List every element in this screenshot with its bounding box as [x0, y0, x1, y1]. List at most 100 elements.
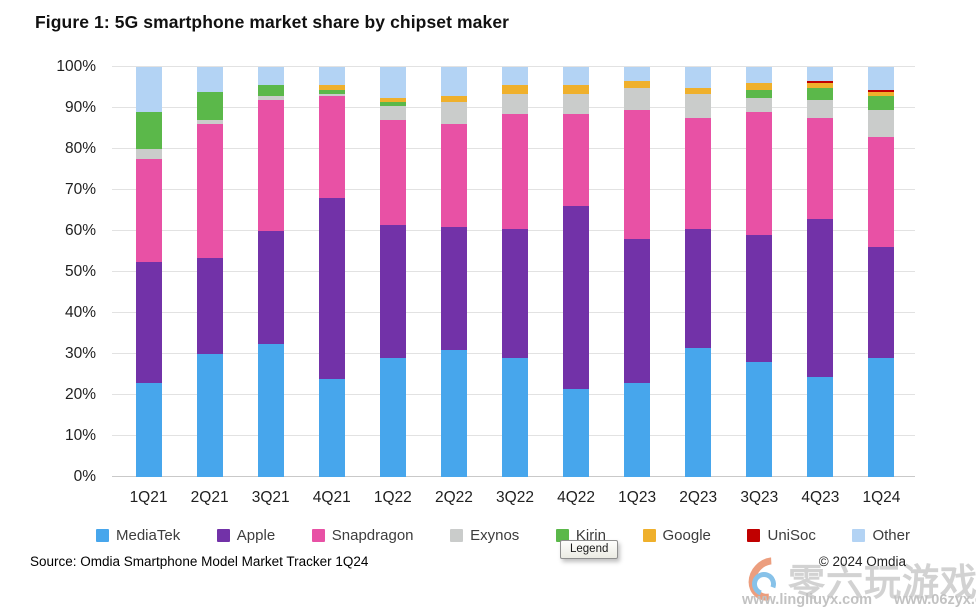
watermark-url-right: www.06zyx.com	[893, 592, 976, 608]
bar-segment-apple	[318, 198, 345, 379]
bar-segment-snapdragon	[563, 114, 590, 207]
bar-segment-google	[868, 91, 895, 96]
bar-segment-exynos	[135, 149, 162, 160]
bar-segment-exynos	[318, 93, 345, 96]
bar-segment-other	[624, 67, 651, 82]
bar-segment-other	[196, 67, 223, 92]
x-tick-label-3Q23: 3Q23	[740, 489, 779, 506]
legend-label: Exynos	[470, 526, 520, 544]
x-tick-label-3Q21: 3Q21	[251, 489, 290, 506]
y-tick-label: 20%	[64, 386, 96, 403]
bar-segment-unisoc	[807, 81, 834, 84]
bar-slot-3Q21	[240, 67, 301, 477]
bar-segment-apple	[440, 226, 467, 350]
legend-item-snapdragon[interactable]: Snapdragon	[311, 526, 414, 544]
x-tick-label-1Q22: 1Q22	[373, 489, 412, 506]
bar-segment-google	[501, 85, 528, 94]
bar-segment-apple	[563, 206, 590, 389]
watermark: 零六玩游戏 www.lingliuyx.com www.06zyx.com	[738, 548, 976, 613]
bar-segment-mediatek	[135, 382, 162, 477]
legend-label: UniSoc	[767, 526, 816, 544]
bar-segment-exynos	[685, 93, 712, 119]
stacked-bar-4Q21	[318, 67, 345, 477]
legend-item-google[interactable]: Google	[642, 527, 711, 544]
legend-swatch-icon	[216, 528, 230, 542]
bar-segment-exynos	[501, 93, 528, 115]
y-tick-label: 0%	[73, 468, 96, 485]
bar-segment-other	[257, 67, 284, 86]
y-tick-label: 100%	[56, 58, 96, 75]
bar-segment-exynos	[868, 110, 895, 137]
x-tick-label-2Q23: 2Q23	[679, 489, 718, 506]
stacked-bar-4Q22	[563, 67, 590, 477]
stacked-bar-1Q23	[624, 67, 651, 477]
x-tick-label-1Q24: 1Q24	[862, 489, 901, 506]
bar-slot-2Q23	[668, 67, 729, 477]
bar-segment-kirin	[746, 89, 773, 98]
bar-segment-exynos	[257, 95, 284, 100]
legend-swatch-icon	[555, 528, 569, 542]
stacked-bar-3Q21	[257, 67, 284, 477]
bar-segment-exynos	[379, 105, 406, 121]
stacked-bar-1Q24	[868, 67, 895, 477]
bar-segment-google	[746, 83, 773, 90]
bar-segment-other	[807, 67, 834, 82]
legend-item-unisoc[interactable]: UniSoc	[747, 526, 816, 544]
bar-segment-snapdragon	[257, 99, 284, 231]
bar-segment-mediatek	[379, 358, 406, 477]
bar-segment-google	[563, 85, 590, 94]
bar-segment-kirin	[257, 85, 284, 96]
bar-segment-apple	[379, 224, 406, 359]
y-tick-label: 90%	[64, 99, 96, 116]
bar-segment-other	[501, 67, 528, 86]
legend-item-mediatek[interactable]: MediaTek	[96, 527, 180, 544]
bar-segment-apple	[807, 218, 834, 377]
bar-segment-mediatek	[807, 376, 834, 477]
bar-segment-google	[624, 81, 651, 88]
bar-segment-other	[685, 67, 712, 88]
legend-item-apple[interactable]: Apple	[216, 526, 276, 544]
chart-legend[interactable]: MediaTek Apple Snapdragon Exynos Kirin Google…	[96, 524, 910, 546]
bar-slot-4Q23	[790, 67, 851, 477]
bar-segment-other	[563, 67, 590, 86]
legend-label: Kirin	[575, 526, 606, 544]
bar-segment-google	[807, 83, 834, 88]
bar-segment-apple	[746, 235, 773, 363]
chart-plot-area	[112, 66, 915, 477]
y-tick-label: 30%	[64, 345, 96, 362]
x-tick-label-3Q22: 3Q22	[496, 489, 534, 506]
stacked-bar-3Q23	[746, 67, 773, 477]
bar-segment-apple	[196, 257, 223, 354]
bar-segment-other	[868, 67, 895, 90]
legend-item-other[interactable]: Other	[852, 527, 910, 544]
y-tick-label: 60%	[64, 222, 96, 239]
bar-segment-snapdragon	[440, 124, 467, 227]
bar-segment-apple	[501, 228, 528, 359]
bar-segment-other	[379, 67, 406, 98]
bar-segment-snapdragon	[685, 118, 712, 229]
bar-segment-exynos	[746, 97, 773, 113]
bar-slot-2Q22	[423, 67, 484, 477]
bar-segment-exynos	[624, 87, 651, 111]
x-tick-label-2Q21: 2Q21	[190, 489, 229, 506]
x-tick-label-4Q21: 4Q21	[312, 489, 351, 506]
legend-label: Apple	[236, 526, 276, 544]
legend-label: Other	[872, 526, 910, 544]
bar-segment-apple	[624, 239, 651, 383]
stacked-bar-1Q21	[135, 67, 162, 477]
legend-swatch-icon	[642, 528, 656, 542]
bar-slot-3Q22	[484, 67, 545, 477]
legend-item-kirin[interactable]: Kirin	[555, 526, 606, 544]
bar-segment-google	[318, 85, 345, 90]
legend-label: Snapdragon	[331, 526, 414, 544]
bar-segment-mediatek	[257, 343, 284, 477]
bar-segment-exynos	[440, 101, 467, 125]
x-tick-label-1Q23: 1Q23	[618, 489, 657, 506]
bar-segment-apple	[868, 247, 895, 359]
stacked-bar-1Q22	[379, 67, 406, 477]
legend-item-exynos[interactable]: Exynos	[450, 527, 519, 544]
bar-segment-apple	[685, 228, 712, 348]
bar-segment-snapdragon	[807, 118, 834, 219]
y-tick-label: 10%	[64, 427, 96, 444]
